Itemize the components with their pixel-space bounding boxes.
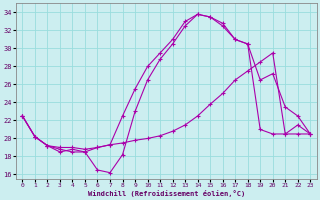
- X-axis label: Windchill (Refroidissement éolien,°C): Windchill (Refroidissement éolien,°C): [88, 190, 245, 197]
